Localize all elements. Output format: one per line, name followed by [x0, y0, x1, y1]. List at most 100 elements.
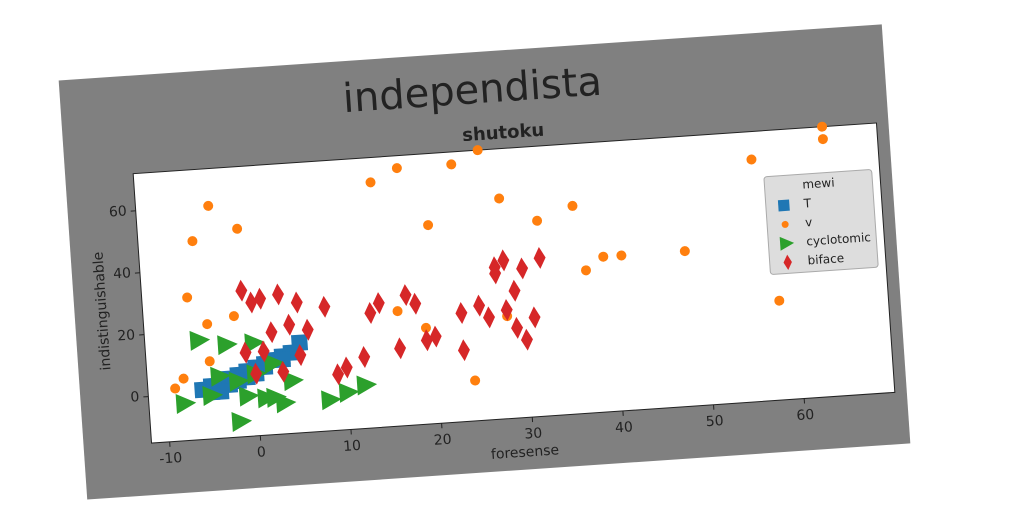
point	[500, 298, 513, 321]
point	[301, 318, 314, 341]
y-tick-label: 40	[113, 265, 132, 282]
point	[238, 386, 260, 407]
point	[516, 257, 529, 280]
x-tick-label: 10	[343, 438, 362, 455]
point	[254, 287, 267, 310]
legend-swatch	[779, 236, 795, 251]
point	[265, 321, 278, 344]
point	[290, 291, 303, 314]
point	[321, 390, 342, 411]
point	[392, 306, 403, 317]
point	[340, 356, 353, 379]
chart-figure: independista shutoku foresense indisting…	[58, 24, 911, 500]
point	[394, 337, 407, 360]
point	[338, 382, 360, 403]
point	[580, 265, 591, 276]
point	[455, 302, 468, 325]
point	[231, 412, 253, 432]
point	[420, 322, 431, 333]
point	[372, 292, 385, 315]
point	[399, 284, 412, 307]
point	[290, 334, 309, 352]
series	[170, 121, 828, 394]
point	[409, 292, 422, 315]
point	[318, 295, 331, 318]
point	[508, 279, 521, 302]
point	[244, 333, 265, 354]
point	[472, 145, 483, 156]
legend-label: T	[802, 196, 812, 211]
point	[679, 246, 690, 257]
point	[473, 294, 486, 317]
point	[277, 360, 290, 383]
legend-label: v	[805, 215, 813, 229]
legend-label: cyclotomic	[806, 230, 871, 248]
point	[423, 220, 434, 231]
point	[266, 387, 287, 408]
point	[175, 394, 197, 414]
x-axis-label: foresense	[490, 442, 559, 463]
point	[494, 193, 505, 204]
point	[358, 346, 371, 368]
point	[446, 159, 457, 170]
point	[204, 356, 215, 367]
y-tick-label: 60	[108, 203, 127, 220]
point	[239, 341, 252, 364]
point	[283, 313, 296, 336]
point	[189, 330, 211, 351]
point	[257, 340, 270, 363]
y-tick-label: 0	[130, 389, 140, 406]
point	[520, 328, 533, 351]
legend-swatch	[777, 199, 790, 212]
legend-title: mewi	[802, 175, 835, 191]
point	[356, 375, 378, 396]
x-tick-label: 50	[705, 413, 724, 430]
point	[332, 363, 345, 386]
point	[232, 223, 243, 234]
point	[470, 375, 481, 386]
point	[202, 319, 213, 330]
point	[235, 279, 248, 302]
point	[245, 291, 258, 314]
point	[598, 251, 609, 262]
point	[250, 362, 263, 385]
x-tick-label: -10	[159, 450, 183, 468]
point	[429, 325, 442, 348]
point	[210, 366, 231, 387]
point	[228, 311, 239, 322]
legend-box	[763, 169, 879, 275]
point	[283, 371, 304, 392]
y-tick-label: 20	[117, 327, 136, 344]
point	[391, 163, 402, 174]
point	[457, 339, 470, 362]
point	[528, 306, 541, 329]
x-tick-label: 20	[433, 432, 452, 449]
point	[217, 335, 238, 356]
point	[532, 215, 543, 226]
point	[774, 295, 785, 306]
point	[365, 177, 376, 188]
point	[420, 329, 433, 352]
point	[746, 154, 757, 165]
point	[178, 373, 189, 384]
point	[364, 302, 377, 324]
point	[497, 249, 510, 272]
x-tick-label: 30	[524, 425, 543, 442]
point	[511, 316, 524, 339]
point	[170, 383, 181, 394]
point	[228, 371, 250, 392]
point	[202, 385, 224, 406]
point	[567, 200, 578, 211]
point	[817, 121, 828, 132]
legend-swatch	[783, 254, 792, 271]
x-tick-label: 0	[256, 444, 266, 461]
point	[187, 236, 198, 247]
point	[817, 134, 828, 145]
point	[263, 353, 285, 374]
legend-label: biface	[807, 251, 844, 267]
series	[175, 330, 378, 432]
series	[235, 246, 546, 386]
